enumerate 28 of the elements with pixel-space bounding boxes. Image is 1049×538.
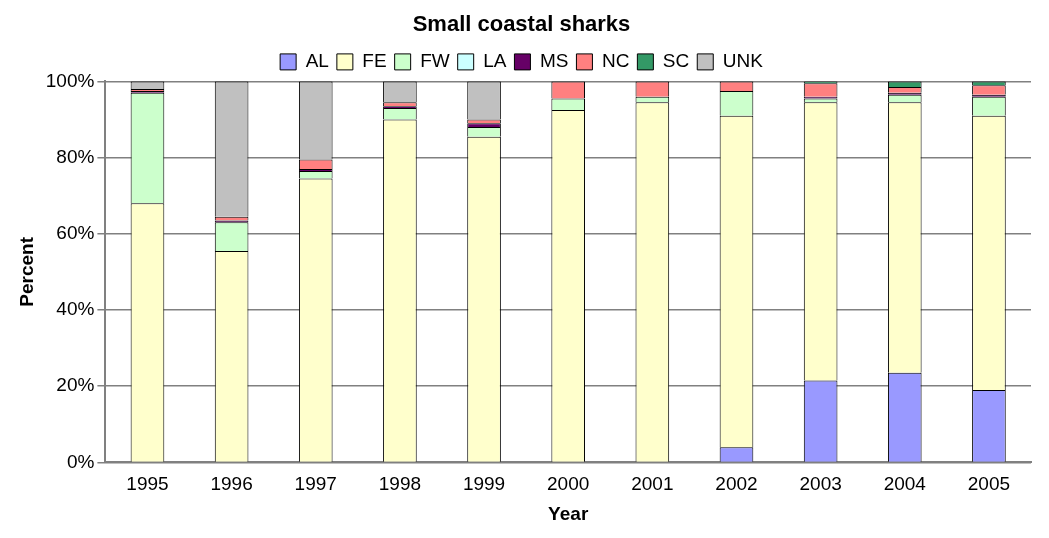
legend-label: AL	[305, 50, 329, 72]
x-tick-label: 1999	[462, 473, 506, 495]
legend-label: FW	[420, 50, 450, 72]
y-tick-label: 100%	[45, 69, 95, 91]
x-tick-label: 2002	[715, 473, 758, 495]
legend-label: UNK	[722, 50, 764, 72]
x-tick-label: 2000	[547, 473, 590, 495]
legend-label: LA	[483, 50, 507, 72]
x-tick-label: 2001	[631, 473, 674, 495]
legend-label: SC	[662, 50, 690, 72]
x-tick-label: 2003	[799, 473, 842, 495]
x-axis-title: Year	[548, 502, 589, 524]
legend-label: MS	[539, 50, 569, 72]
y-tick-label: 80%	[56, 145, 95, 167]
y-tick-label: 60%	[56, 222, 95, 244]
legend-label: NC	[601, 50, 630, 72]
y-axis-title: Percent	[15, 236, 37, 307]
y-tick-label: 20%	[56, 374, 95, 396]
x-tick-label: 1997	[294, 473, 337, 495]
y-tick-label: 40%	[56, 298, 95, 320]
x-tick-label: 1998	[378, 473, 422, 495]
x-tick-label: 1996	[210, 473, 253, 495]
y-tick-label: 0%	[66, 450, 95, 472]
x-tick-label: 2004	[883, 473, 927, 495]
x-tick-label: 1995	[126, 473, 169, 495]
legend-label: FE	[362, 50, 387, 72]
chart-title: Small coastal sharks	[412, 11, 631, 37]
x-tick-label: 2005	[967, 473, 1011, 495]
